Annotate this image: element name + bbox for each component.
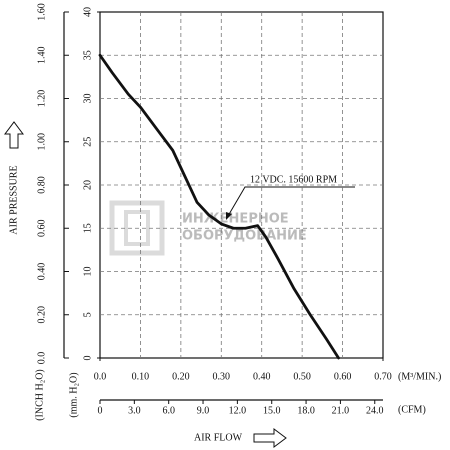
y-tick-label: 40 bbox=[82, 7, 93, 17]
x2-unit-label: (CFM) bbox=[398, 404, 426, 415]
y-tick-label: 15 bbox=[82, 223, 93, 233]
y2-tick-label: 0.60 bbox=[36, 220, 47, 238]
watermark-text: ИНЖЕНЕРНОЕ bbox=[182, 212, 289, 227]
y-tick-label: 5 bbox=[82, 312, 93, 317]
y-unit-label: (mm. H₂O) bbox=[68, 372, 79, 417]
y2-tick-label: 1.00 bbox=[36, 133, 47, 151]
y-tick-label: 30 bbox=[82, 94, 93, 104]
x2-tick-label: 3.0 bbox=[128, 405, 141, 416]
y2-tick-label: 0.80 bbox=[36, 176, 47, 194]
up-arrow bbox=[4, 121, 24, 149]
x2-tick-label: 24.0 bbox=[366, 405, 384, 416]
x-tick-label: 0.70 bbox=[374, 371, 392, 382]
right-arrow bbox=[253, 428, 287, 448]
y-tick-label: 20 bbox=[82, 180, 93, 190]
y2-tick-label: 0.40 bbox=[36, 263, 47, 281]
x-tick-label: 0.40 bbox=[253, 371, 271, 382]
x2-tick-label: 6.0 bbox=[162, 405, 175, 416]
y2-tick-label: 1.40 bbox=[36, 47, 47, 65]
watermark-logo bbox=[124, 210, 150, 246]
watermark-logo bbox=[109, 200, 165, 256]
y-tick-label: 10 bbox=[82, 267, 93, 277]
y-tick-label: 0 bbox=[82, 356, 93, 361]
x-tick-label: 0.60 bbox=[334, 371, 352, 382]
x-axis-title: AIR FLOW bbox=[194, 432, 243, 443]
x-tick-label: 0.50 bbox=[293, 371, 311, 382]
y2-unit-label: (INCH H₂O) bbox=[34, 369, 45, 421]
annotation-arrowhead bbox=[226, 212, 232, 220]
y2-tick-label: 1.20 bbox=[36, 90, 47, 108]
x-tick-label: 0.10 bbox=[132, 371, 150, 382]
y2-tick-label: 1.60 bbox=[36, 3, 47, 21]
annotation-leader bbox=[227, 186, 355, 217]
x2-tick-label: 15.0 bbox=[263, 405, 281, 416]
x2-tick-label: 18.0 bbox=[297, 405, 315, 416]
x2-tick-label: 21.0 bbox=[332, 405, 350, 416]
y2-tick-label: 0.20 bbox=[36, 306, 47, 324]
y-tick-label: 35 bbox=[82, 50, 93, 60]
series-label: 12 VDC. 15600 RPM bbox=[250, 174, 337, 185]
x2-tick-label: 0 bbox=[98, 405, 103, 416]
y-tick-label: 25 bbox=[82, 137, 93, 147]
watermark bbox=[109, 200, 165, 256]
y2-tick-label: 0.0 bbox=[36, 352, 47, 365]
x2-tick-label: 9.0 bbox=[197, 405, 210, 416]
x-tick-label: 0.20 bbox=[172, 371, 190, 382]
watermark-text: ОБОРУДОВАНИЕ bbox=[182, 229, 307, 244]
x2-tick-label: 12.0 bbox=[229, 405, 247, 416]
curve bbox=[98, 53, 340, 360]
y-axis-title: AIR PRESSURE bbox=[8, 165, 19, 234]
x-unit-label: (M³/MIN.) bbox=[398, 371, 441, 382]
x-tick-label: 0.30 bbox=[213, 371, 231, 382]
x-tick-label: 0.0 bbox=[94, 371, 107, 382]
